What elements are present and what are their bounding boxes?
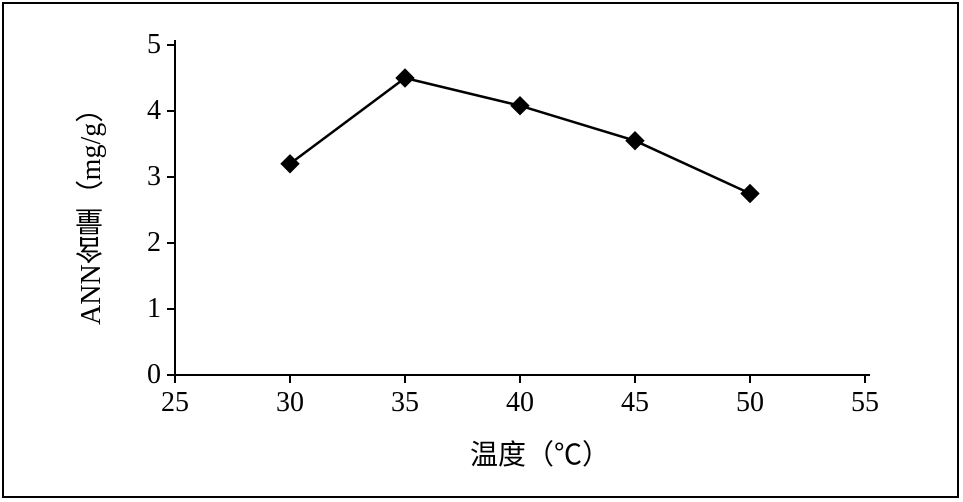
y-axis-label: ANN含量（mg/g） bbox=[72, 55, 112, 365]
data-point-marker bbox=[511, 97, 529, 115]
y-tick-label: 4 bbox=[137, 95, 161, 127]
x-tick-label: 25 bbox=[157, 387, 193, 419]
x-tick-label: 35 bbox=[387, 387, 423, 419]
y-tick-label: 0 bbox=[137, 359, 161, 391]
x-tick-label: 45 bbox=[617, 387, 653, 419]
data-point-marker bbox=[281, 155, 299, 173]
line-chart: ANN含量（mg/g） 温度（℃） 25303540455055012345 bbox=[0, 0, 963, 502]
y-tick-label: 1 bbox=[137, 293, 161, 325]
y-tick-label: 5 bbox=[137, 29, 161, 61]
data-point-marker bbox=[626, 132, 644, 150]
y-tick-label: 2 bbox=[137, 227, 161, 259]
y-tick-label: 3 bbox=[137, 161, 161, 193]
x-tick-label: 55 bbox=[847, 387, 883, 419]
x-axis-label: 温度（℃） bbox=[440, 433, 640, 473]
x-tick-label: 40 bbox=[502, 387, 538, 419]
x-tick-label: 30 bbox=[272, 387, 308, 419]
data-point-marker bbox=[396, 69, 414, 87]
data-point-marker bbox=[741, 185, 759, 203]
x-tick-label: 50 bbox=[732, 387, 768, 419]
